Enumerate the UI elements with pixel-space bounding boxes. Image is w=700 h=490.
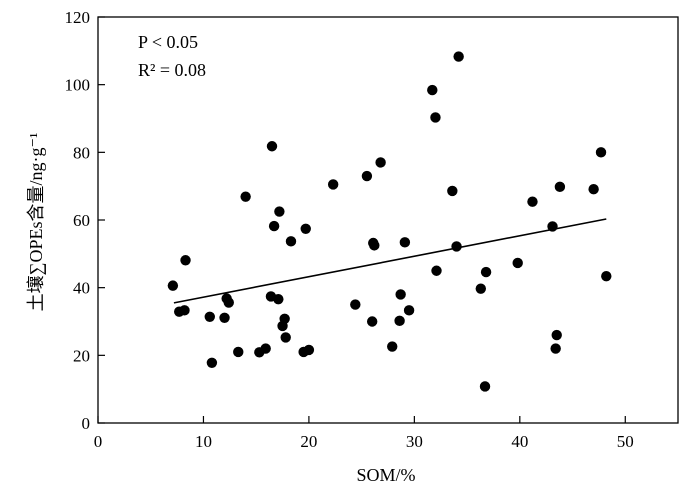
y-tick-label: 40 [73,279,90,298]
data-point [179,305,190,316]
data-point [223,297,234,308]
data-point [453,51,464,62]
data-point [180,255,191,266]
data-point [350,299,361,310]
data-points [167,51,612,392]
data-point [554,181,566,193]
data-point [167,280,179,291]
data-point [431,265,442,276]
y-axis-title: 土壤∑OPEs含量/ng·g⁻¹ [26,133,46,312]
data-point [430,112,441,123]
x-axis-title: SOM/% [356,465,415,485]
x-tick-label: 10 [195,432,212,451]
x-tick-label: 50 [617,432,634,451]
data-point [280,332,291,343]
data-point [233,346,244,358]
data-point [394,315,405,327]
data-point [512,257,523,269]
data-point [588,184,599,195]
data-point [547,221,558,232]
data-point [279,313,290,324]
trendline [173,218,607,304]
x-tick-label: 20 [300,432,317,451]
y-tick-label: 0 [82,414,91,433]
data-point [550,343,561,354]
data-point [447,185,458,197]
tick-labels: 0 10 20 30 40 50 0 20 40 60 80 100 120 [65,8,634,451]
data-point [527,196,538,207]
data-point [300,223,311,234]
data-point [369,240,380,251]
data-point [206,357,218,368]
data-point [480,266,492,278]
y-tick-label: 60 [73,211,90,230]
data-point [260,343,271,354]
y-tick-label: 120 [65,8,91,27]
trendline-group [173,218,607,304]
data-point [395,289,406,300]
data-point [403,305,415,316]
data-point [551,329,562,341]
data-point [273,293,284,305]
data-point [219,312,230,323]
data-point [240,191,251,202]
data-point [375,157,386,168]
data-point [601,270,612,282]
data-point [399,237,411,248]
data-point [285,236,297,247]
axes [97,16,679,424]
y-tick-label: 20 [73,346,90,365]
data-point [479,381,491,392]
p-value-annotation: P < 0.05 [138,32,198,52]
data-point [451,241,462,252]
data-point [327,179,339,190]
data-point [387,341,398,352]
data-point [268,220,280,232]
data-point [595,147,607,158]
data-point [475,283,486,294]
y-tick-label: 80 [73,143,90,162]
x-tick-label: 0 [94,432,103,451]
data-point [427,84,438,96]
x-tick-label: 40 [511,432,528,451]
data-point [274,206,285,217]
r-squared-annotation: R² = 0.08 [138,60,206,80]
data-point [204,311,215,322]
data-point [303,344,315,356]
data-point [366,316,378,327]
y-tick-label: 100 [65,76,91,95]
data-point [266,141,278,152]
x-tick-label: 30 [406,432,423,451]
data-point [361,170,373,182]
